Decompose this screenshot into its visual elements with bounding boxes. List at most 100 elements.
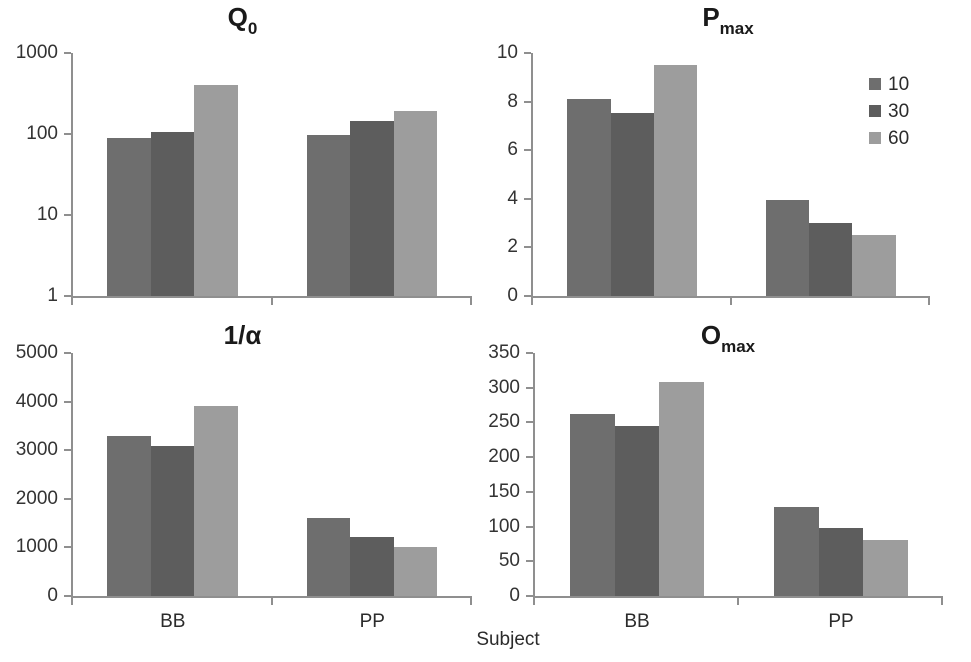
bar-pp-60 bbox=[393, 110, 438, 296]
y-tick-label: 1 bbox=[47, 285, 58, 306]
chart-title: Q0 bbox=[227, 2, 258, 39]
bar-bb-30 bbox=[150, 131, 195, 296]
chart-title: Pmax bbox=[702, 2, 754, 39]
y-tick-mark bbox=[524, 52, 531, 54]
y-tick-mark bbox=[524, 100, 531, 103]
y-tick-mark bbox=[526, 490, 533, 493]
legend-label-10: 10 bbox=[888, 74, 910, 95]
y-tick-label: 100 bbox=[26, 123, 58, 144]
y-tick-label: 10 bbox=[36, 204, 58, 225]
y-tick-label: 2000 bbox=[15, 487, 58, 509]
y-tick-mark bbox=[64, 295, 71, 297]
chart-panel-1-alpha: 1/α 5000 4000 3000 2000 1000 0 BB PP bbox=[0, 315, 485, 662]
y-axis-line bbox=[71, 353, 73, 596]
x-tick-mark bbox=[737, 598, 739, 605]
legend-label-30: 30 bbox=[888, 101, 910, 122]
y-tick-label: 1000 bbox=[15, 536, 58, 558]
chart-title: 1/α bbox=[223, 320, 262, 350]
bar-bb-30 bbox=[150, 446, 195, 596]
y-tick-label: 4 bbox=[507, 187, 518, 209]
bar-pp-10 bbox=[765, 200, 809, 296]
x-tick-mark bbox=[533, 598, 535, 605]
y-tick-mark bbox=[64, 546, 71, 549]
y-tick-mark bbox=[64, 449, 71, 452]
x-tick-mark bbox=[928, 298, 930, 305]
y-tick-mark bbox=[64, 595, 71, 597]
chart-panel-q0: Q0 1000 100 10 1 bbox=[0, 0, 485, 315]
x-axis-line bbox=[531, 296, 930, 298]
y-tick-label: 100 bbox=[488, 515, 520, 537]
y-tick-label: 0 bbox=[47, 585, 58, 606]
bar-pp-10 bbox=[306, 135, 351, 296]
chart-panel-pmax: Pmax 10 8 6 4 2 0 10 30 60 bbox=[485, 0, 971, 315]
legend-swatch-60 bbox=[869, 132, 881, 144]
x-tick-mark bbox=[71, 298, 73, 305]
bar-bb-10 bbox=[567, 99, 611, 296]
y-tick-mark bbox=[524, 197, 531, 200]
bar-bb-60 bbox=[653, 65, 698, 296]
bar-bb-30 bbox=[610, 112, 654, 296]
x-axis-line bbox=[71, 596, 472, 598]
y-tick-mark bbox=[64, 52, 71, 54]
y-tick-label: 300 bbox=[488, 376, 520, 398]
bar-bb-60 bbox=[194, 85, 238, 296]
y-tick-label: 5000 bbox=[15, 342, 58, 363]
x-tick-mark bbox=[470, 298, 472, 305]
y-tick-mark bbox=[64, 133, 71, 135]
bar-pp-60 bbox=[863, 540, 908, 596]
x-axis-line bbox=[71, 296, 472, 298]
y-tick-mark bbox=[526, 386, 533, 389]
bar-pp-60 bbox=[393, 547, 438, 596]
y-tick-label: 10 bbox=[496, 42, 518, 63]
legend-swatch-30 bbox=[869, 105, 881, 117]
y-tick-label: 200 bbox=[488, 446, 520, 468]
x-axis-line bbox=[533, 596, 943, 598]
x-axis-title: Subject bbox=[476, 629, 540, 650]
y-tick-label: 3000 bbox=[15, 439, 58, 461]
y-axis-line bbox=[71, 53, 73, 296]
y-tick-label: 150 bbox=[488, 480, 520, 502]
y-tick-mark bbox=[526, 456, 533, 459]
y-tick-mark bbox=[524, 149, 531, 152]
y-tick-label: 0 bbox=[507, 285, 518, 306]
x-tick-mark bbox=[270, 298, 273, 305]
y-tick-mark bbox=[526, 421, 533, 424]
y-tick-mark bbox=[526, 595, 533, 597]
y-tick-mark bbox=[526, 352, 533, 354]
y-tick-mark bbox=[64, 352, 71, 354]
bar-bb-60 bbox=[659, 382, 704, 596]
y-tick-label: 8 bbox=[507, 90, 518, 112]
category-label-pp: PP bbox=[359, 611, 385, 632]
legend-swatch-10 bbox=[869, 78, 881, 90]
bar-pp-30 bbox=[809, 223, 853, 296]
legend-label-60: 60 bbox=[888, 128, 910, 149]
bar-pp-30 bbox=[350, 120, 394, 296]
bar-pp-30 bbox=[350, 536, 394, 596]
x-tick-mark bbox=[71, 598, 73, 605]
y-tick-mark bbox=[526, 525, 533, 528]
chart-title: Omax bbox=[700, 320, 756, 357]
y-axis-line bbox=[533, 353, 535, 596]
bar-pp-30 bbox=[818, 527, 864, 596]
bar-bb-10 bbox=[570, 414, 615, 596]
y-tick-label: 350 bbox=[488, 342, 520, 363]
bar-bb-10 bbox=[107, 435, 151, 596]
x-tick-mark bbox=[729, 298, 732, 305]
y-tick-label: 50 bbox=[498, 550, 520, 572]
y-tick-mark bbox=[526, 560, 533, 563]
bar-pp-10 bbox=[306, 518, 351, 596]
bar-bb-10 bbox=[107, 137, 151, 296]
y-tick-mark bbox=[64, 400, 71, 403]
chart-panel-omax: Omax 350 300 250 200 150 100 50 0 BB PP bbox=[485, 315, 971, 662]
category-label-pp: PP bbox=[828, 611, 854, 632]
y-tick-label: 2 bbox=[507, 236, 518, 258]
x-tick-mark bbox=[470, 598, 472, 605]
y-tick-label: 250 bbox=[488, 411, 520, 433]
y-tick-mark bbox=[524, 295, 531, 297]
y-tick-label: 0 bbox=[509, 585, 520, 606]
category-label-bb: BB bbox=[160, 611, 186, 632]
y-tick-mark bbox=[64, 214, 71, 216]
y-tick-label: 6 bbox=[507, 139, 518, 161]
bar-bb-30 bbox=[614, 425, 660, 596]
